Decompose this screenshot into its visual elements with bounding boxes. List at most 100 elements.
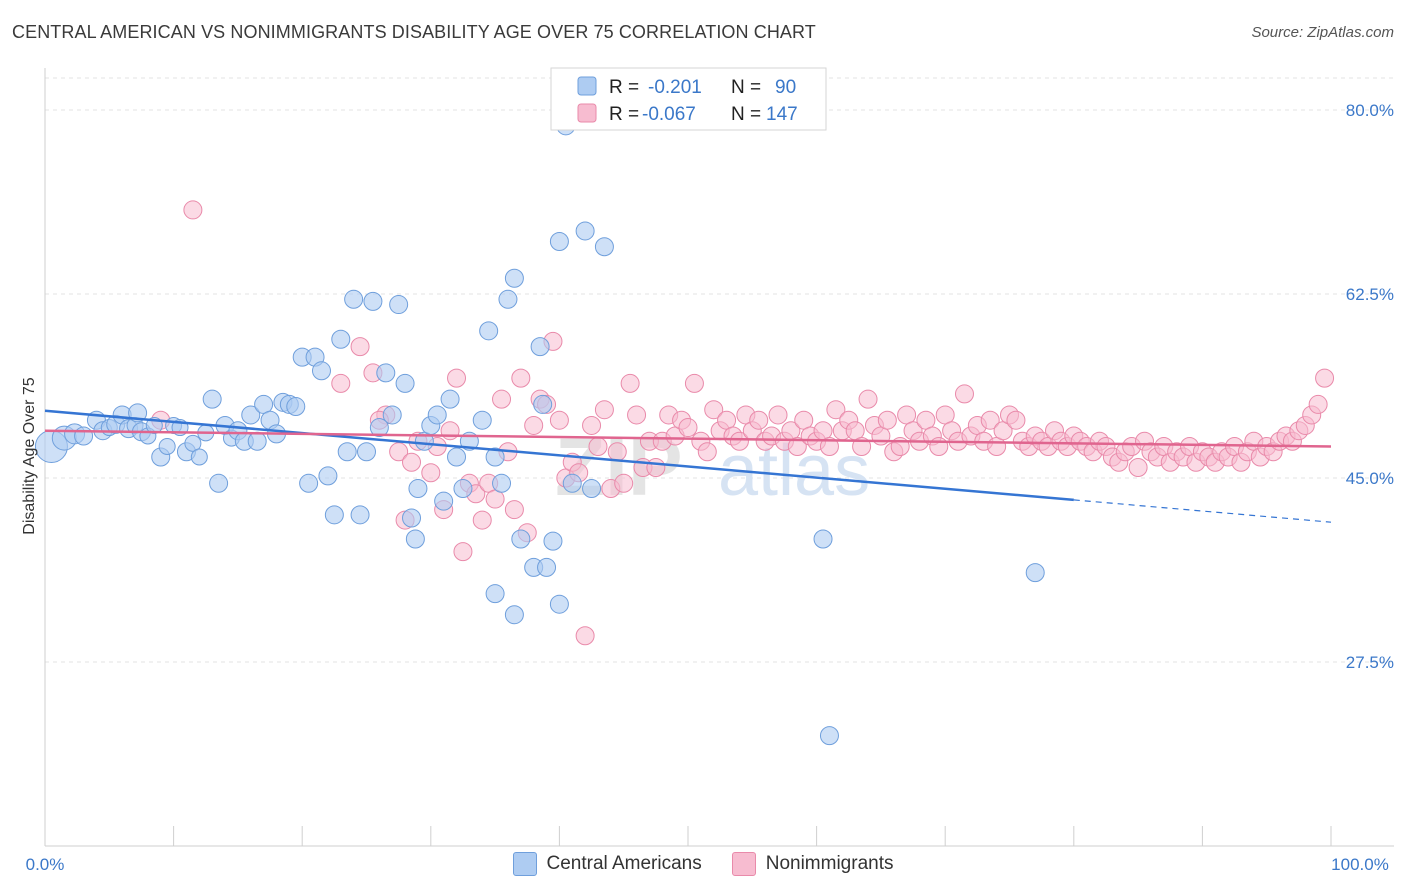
central-americans-point: [247, 431, 267, 451]
legend-n-value-1: 90: [775, 77, 796, 98]
nonimmigrants-point: [749, 410, 769, 430]
correlation-legend: R = -0.201 N = 90 R = -0.067 N = 147: [550, 67, 827, 131]
central-americans-point: [813, 529, 833, 549]
nonimmigrants-point: [697, 442, 717, 462]
nonimmigrants-point: [877, 410, 897, 430]
nonimmigrants-point: [472, 510, 492, 530]
x-tick-label-max: 100.0%: [1331, 855, 1389, 874]
central-americans-point: [324, 505, 344, 525]
nonimmigrants-point: [575, 626, 595, 646]
central-americans-point: [331, 329, 351, 349]
central-americans-point: [405, 529, 425, 549]
legend-item-nonimmigrants: Nonimmigrants: [731, 852, 894, 876]
central-americans-point: [492, 473, 512, 493]
central-americans-point: [350, 505, 370, 525]
central-americans-point: [1025, 563, 1045, 583]
y-tick-label: 80.0%: [1346, 101, 1394, 120]
nonimmigrants-point: [549, 410, 569, 430]
central-americans-point: [286, 397, 306, 417]
legend-n-value-2: 147: [766, 104, 798, 125]
legend-n-label-2: N =: [731, 104, 761, 125]
nonimmigrants-point: [402, 452, 422, 472]
central-americans-point: [311, 361, 331, 381]
central-americans-point: [582, 479, 602, 499]
series-legend: Central Americans Nonimmigrants: [0, 852, 1406, 876]
nonimmigrants-point: [627, 405, 647, 425]
nonimmigrants-point: [678, 418, 698, 438]
central-americans-point: [485, 447, 505, 467]
central-americans-point: [74, 426, 94, 446]
nonimmigrants-point: [929, 436, 949, 456]
nonimmigrants-point: [582, 415, 602, 435]
central-americans-point: [299, 473, 319, 493]
nonimmigrants-point: [768, 405, 788, 425]
central-americans-point: [511, 529, 531, 549]
y-axis-label: Disability Age Over 75: [21, 377, 38, 535]
nonimmigrants-point: [447, 368, 467, 388]
y-tick-label: 45.0%: [1346, 469, 1394, 488]
central-americans-point: [575, 221, 595, 241]
nonimmigrants-point: [440, 421, 460, 441]
nonimmigrants-point: [1128, 458, 1148, 478]
central-americans-point: [389, 295, 409, 315]
nonimmigrants-point: [389, 442, 409, 462]
nonimmigrants-point: [980, 410, 1000, 430]
central-americans-points: [34, 116, 1045, 746]
grid-lines: [45, 77, 1394, 663]
central-americans-point: [537, 557, 557, 577]
nonimmigrants-point: [350, 337, 370, 357]
central-americans-point: [369, 418, 389, 438]
x-tick-label-min: 0.0%: [26, 855, 65, 874]
nonimmigrants-point: [524, 415, 544, 435]
nonimmigrants-point: [1006, 410, 1026, 430]
nonimmigrants-point: [646, 458, 666, 478]
legend-r-label-1: R =: [609, 77, 639, 98]
central-americans-point: [549, 231, 569, 251]
central-americans-point: [202, 389, 222, 409]
legend-label-nonimmigrants: Nonimmigrants: [765, 853, 894, 874]
central-americans-point: [440, 389, 460, 409]
nonimmigrants-point: [819, 436, 839, 456]
central-americans-point: [549, 594, 569, 614]
central-americans-point: [498, 289, 518, 309]
central-americans-point: [344, 289, 364, 309]
central-americans-point: [594, 237, 614, 257]
nonimmigrants-point: [183, 200, 203, 220]
legend-box: [550, 67, 827, 131]
nonimmigrants-point: [858, 389, 878, 409]
central-americans-point: [382, 405, 402, 425]
central-americans-point: [363, 291, 383, 311]
central-americans-point: [434, 491, 454, 511]
nonimmigrants-point: [954, 384, 974, 404]
central-americans-point: [402, 508, 422, 528]
central-americans-point: [447, 447, 467, 467]
y-tick-label: 62.5%: [1346, 285, 1394, 304]
central-americans-point: [479, 321, 499, 341]
y-tick-labels: 27.5% 45.0% 62.5% 80.0%: [1346, 101, 1394, 672]
nonimmigrants-point: [826, 400, 846, 420]
central-americans-point: [337, 442, 357, 462]
x-ticks: [173, 826, 1332, 846]
nonimmigrants-point: [620, 373, 640, 393]
nonimmigrants-point: [594, 400, 614, 420]
central-americans-point: [819, 726, 839, 746]
central-americans-point: [158, 437, 176, 455]
legend-swatch-nonimmigrants: [731, 852, 756, 876]
trend-lines: [44, 409, 1332, 523]
legend-item-central-americans: Central Americans: [512, 852, 702, 876]
legend-r-value-1: -0.201: [648, 77, 702, 98]
page-title: CENTRAL AMERICAN VS NONIMMIGRANTS DISABI…: [12, 22, 816, 42]
nonimmigrants-point: [1308, 394, 1328, 414]
nonimmigrants-point: [787, 436, 807, 456]
legend-swatch-central-americans: [512, 852, 537, 876]
central-americans-point: [408, 479, 428, 499]
central-americans-trend-line: [44, 409, 1074, 502]
legend-r-label-2: R =: [609, 104, 639, 125]
central-americans-point: [485, 584, 505, 604]
central-americans-point: [504, 268, 524, 288]
legend-r-value-2: -0.067: [642, 104, 696, 125]
central-americans-point: [504, 605, 524, 625]
legend-label-central-americans: Central Americans: [546, 853, 702, 874]
nonimmigrants-point: [729, 431, 749, 451]
